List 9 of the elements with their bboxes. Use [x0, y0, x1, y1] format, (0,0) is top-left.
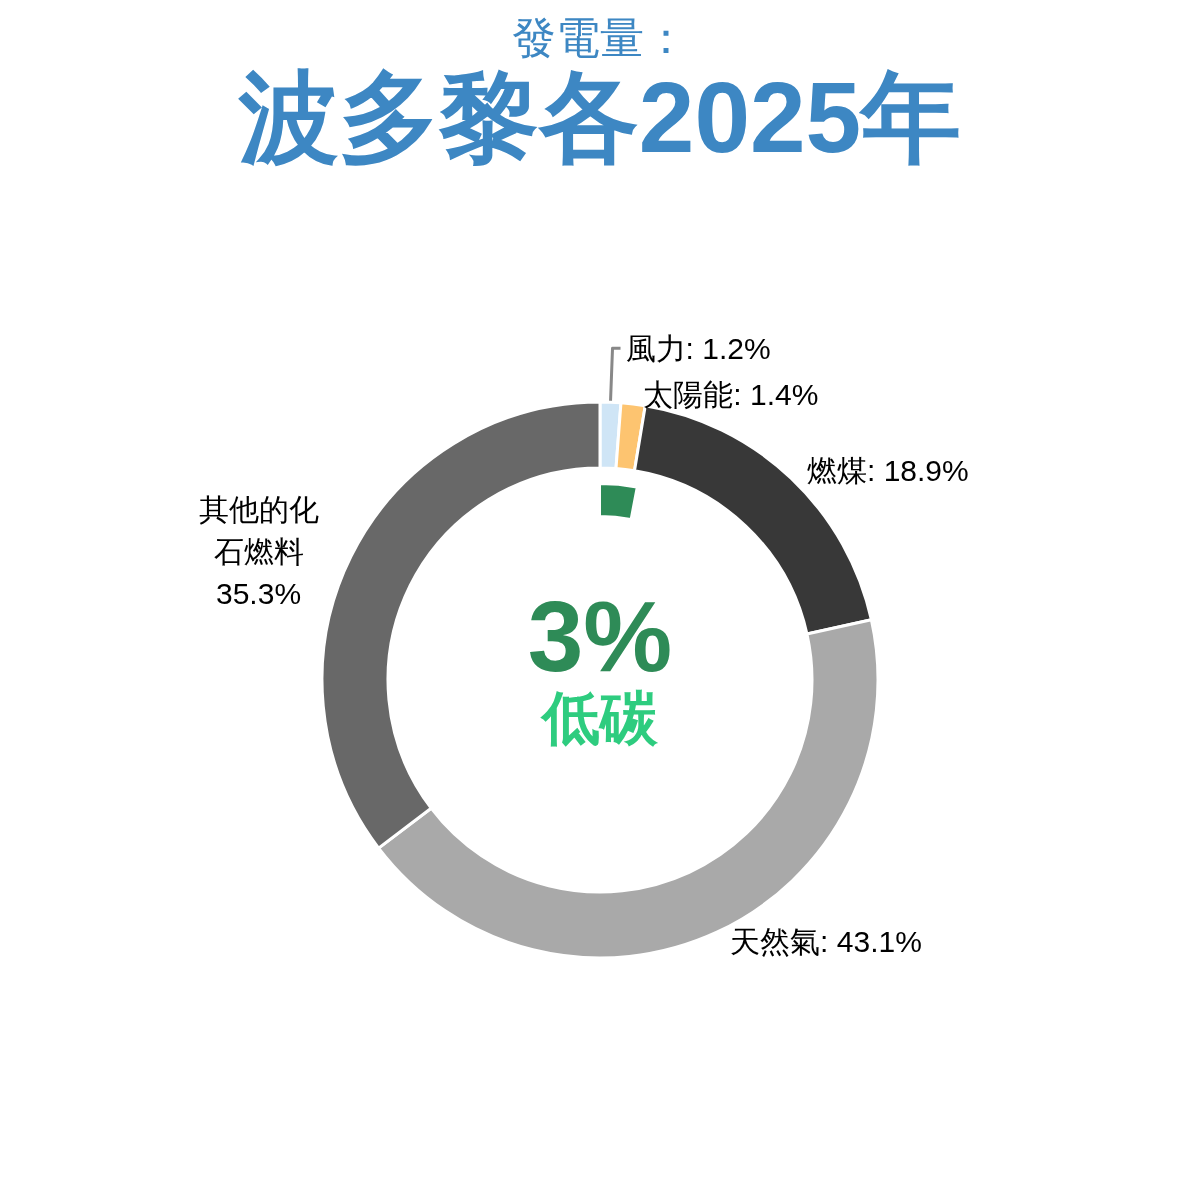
- slice-label: 太陽能: 1.4%: [643, 377, 819, 411]
- slice-label: 風力: 1.2%: [625, 331, 771, 365]
- slice-label: 天然氣: 43.1%: [730, 924, 922, 958]
- chart-subtitle: 發電量：: [512, 12, 688, 62]
- chart-title: 波多黎各2025年: [237, 61, 962, 173]
- slice-label: 其他的化石燃料: [198, 493, 319, 569]
- data-label: 35.3%: [215, 577, 302, 611]
- slice-label: 燃煤: 18.9%: [806, 454, 969, 488]
- slice-label: 低碳: [540, 684, 659, 750]
